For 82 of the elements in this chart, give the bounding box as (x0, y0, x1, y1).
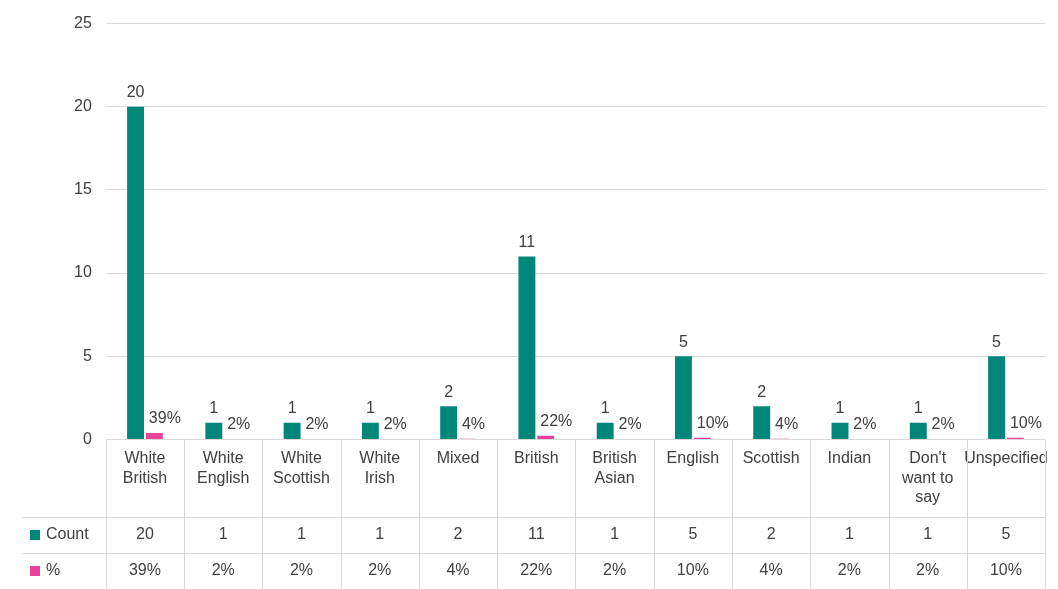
data-label: 1 (610, 525, 620, 543)
x-tick-label: Unspecified (964, 449, 1048, 467)
y-tick-label: 20 (74, 97, 92, 115)
bar (753, 406, 771, 439)
y-tick-label: 5 (82, 346, 92, 364)
data-label: 10% (676, 561, 709, 579)
data-label: 20 (136, 525, 154, 543)
data-label: 22% (520, 561, 553, 579)
legend-label: Count (46, 525, 90, 543)
text: 1 (209, 399, 219, 417)
data-label: 1 (923, 525, 933, 543)
text: 2 (444, 382, 454, 400)
x-tick-label: White English (196, 449, 250, 486)
data-label: 1 (844, 525, 854, 543)
x-tick-label: English (666, 449, 720, 467)
x-tick-label: White Scottish (273, 449, 330, 486)
text: 4% (775, 415, 799, 433)
data-label: 11 (528, 525, 545, 543)
y-tick-label: 25 (74, 14, 92, 32)
text: 1 (600, 399, 610, 417)
text: 10% (1009, 414, 1042, 432)
text: 2% (383, 415, 407, 433)
data-label: 4% (759, 561, 783, 579)
bar (831, 422, 849, 439)
x-tick-label: British (514, 449, 559, 467)
data-label: 2% (837, 561, 861, 579)
bar (988, 356, 1006, 439)
bar (440, 406, 458, 439)
text: 1 (287, 399, 297, 417)
text: 5 (679, 332, 688, 350)
bar (283, 422, 301, 439)
bar (596, 422, 614, 439)
x-tick-label: British Asian (592, 449, 637, 486)
text: 1 (913, 399, 923, 417)
data-label: 1 (375, 525, 385, 543)
data-label: 2% (916, 561, 940, 579)
text: 20 (126, 83, 145, 101)
bar (145, 432, 163, 439)
data-label: 2% (368, 561, 392, 579)
data-label: 1 (218, 525, 228, 543)
data-label: 2% (211, 561, 235, 579)
data-label: 2 (766, 525, 776, 543)
data-label: 2% (289, 561, 314, 579)
y-tick-label: 10 (74, 263, 92, 281)
text: 4% (461, 415, 486, 433)
data-label: 1 (297, 525, 307, 543)
data-label: 2% (603, 561, 627, 579)
data-label: 5 (688, 525, 698, 543)
x-tick-label: Mixed (436, 449, 480, 467)
text: 10% (696, 414, 729, 432)
text: 1 (835, 399, 845, 417)
data-label: 39% (128, 561, 161, 579)
text: 2 (757, 382, 767, 400)
bar (909, 422, 927, 439)
text: 39% (148, 409, 181, 427)
y-tick-label: 0 (82, 429, 92, 447)
bar (518, 256, 536, 439)
text: 2% (618, 415, 642, 433)
legend-label: % (46, 561, 61, 579)
text: 5 (992, 332, 1002, 350)
bar (127, 106, 144, 439)
data-label: 5 (1001, 525, 1011, 543)
text: 22% (540, 412, 573, 430)
text: 1 (365, 399, 375, 417)
bar (675, 356, 692, 439)
y-tick-label: 15 (74, 180, 92, 198)
x-tick-label: Scottish (742, 449, 800, 467)
x-tick-label: White Irish (359, 449, 401, 486)
text: 2% (305, 415, 329, 433)
text: 2% (853, 415, 877, 433)
data-label: 10% (989, 561, 1022, 579)
x-tick-label: White British (122, 449, 168, 486)
x-tick-label: Don't want to say (900, 449, 954, 505)
x-tick-label: Indian (827, 449, 872, 467)
bar (537, 435, 555, 439)
text: 2% (227, 415, 251, 433)
data-label: 4% (446, 561, 470, 579)
text: 11 (518, 232, 536, 250)
bar (361, 422, 379, 439)
text: 2% (931, 415, 955, 433)
data-label: 2 (453, 525, 463, 543)
bar (205, 422, 223, 439)
